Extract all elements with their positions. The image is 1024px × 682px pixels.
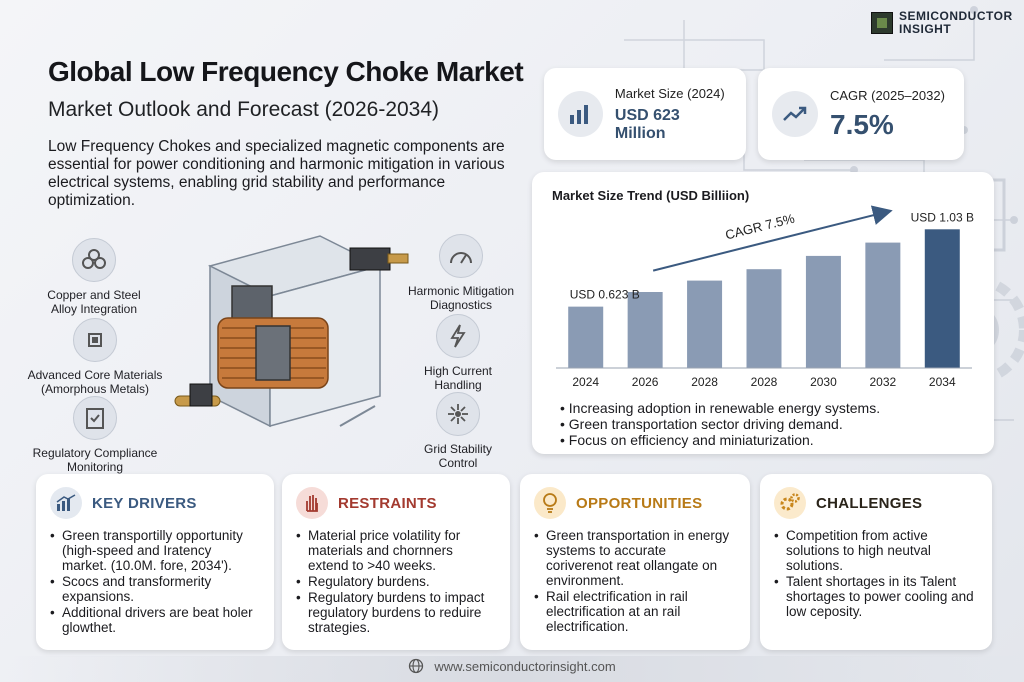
footer-url[interactable]: www.semiconductorinsight.com [434,658,616,674]
data-label-first: USD 0.623 B [570,288,640,302]
bar-chart-icon [558,91,603,137]
feature-regulatory-label: Regulatory Compliance Monitoring [32,446,158,474]
list-item: Green transportation in energy systems t… [534,528,736,588]
coil-rolls-icon [72,238,116,282]
x-tick-label: 2030 [810,375,837,389]
chart-bar [746,269,782,368]
chart-title: Market Size Trend (USD Billiion) [552,188,750,203]
market-trend-chart: 2024 2026 2028 2028 2030 2032 2034 USD 0.623 B U… [556,205,974,389]
challenges-list: Competition from active solutions to hig… [774,528,978,619]
opportunities-card: OPPORTUNITIES Green transportation in en… [520,474,750,650]
feature-core-materials: Advanced Core Materials (Amorphous Metal… [22,318,168,396]
list-item: Material price volatility for materials … [296,528,496,573]
restraints-card: RESTRAINTS Material price volatility for… [282,474,510,650]
globe-icon [409,658,424,674]
cagr-trend-arrow [652,205,893,272]
growth-chart-icon [50,487,82,519]
key-drivers-title: KEY DRIVERS [92,494,197,512]
opportunities-title: OPPORTUNITIES [576,494,703,512]
chart-bar [865,242,901,368]
clipboard-check-icon [73,396,117,440]
brand-line-1: SEMICONDUCTOR [899,9,1013,23]
page-title: Global Low Frequency Choke Market [48,56,524,87]
cagr-value: 7.5% [830,108,894,140]
choke-illustration [174,235,409,428]
chart-bar [627,292,663,368]
list-item: Regulatory burdens to impact regulatory … [296,590,496,635]
feature-harmonic-label: Harmonic Mitigation Diagnostics [407,284,515,312]
market-size-card: Market Size (2024) USD 623 Million [544,68,746,160]
market-trend-chart-card: Market Size Trend (USD Billiion) 2024 202… [532,172,994,454]
chart-bullet-item: Increasing adoption in renewable energy … [560,400,880,416]
cagr-label: CAGR (2025–2032) [830,87,945,103]
page-subtitle: Market Outlook and Forecast (2026-2034) [48,98,440,121]
chart-bullet-item: Focus on efficiency and miniaturization. [560,432,880,448]
feature-current-label: High Current Handling [423,364,493,392]
lightbulb-icon [534,487,566,519]
lightning-icon [436,314,480,358]
market-size-label: Market Size (2024) [614,85,725,101]
intro-text: Low Frequency Chokes and specialized mag… [48,138,505,209]
chart-bullet-item: Green transportation sector driving dema… [560,416,880,432]
x-tick-label: 2032 [870,375,897,389]
gauge-icon [439,234,483,278]
challenges-card: CHALLENGES Competition from active solut… [760,474,992,650]
key-drivers-card: KEY DRIVERS Green transportilly opportun… [36,474,274,650]
feature-core-label: Advanced Core Materials (Amorphous Metal… [27,368,163,396]
opportunities-list: Green transportation in energy systems t… [534,528,736,634]
chart-bar [687,280,723,368]
feature-harmonic: Harmonic Mitigation Diagnostics [396,234,526,312]
feature-regulatory: Regulatory Compliance Monitoring [22,396,168,474]
key-drivers-list: Green transportilly opportunity (high-sp… [50,528,260,635]
feature-grid-stability: Grid Stability Control [412,392,504,470]
list-item: Rail electrification in rail electrifica… [534,589,736,634]
list-item: Additional drivers are beat holer glowth… [50,605,260,635]
x-tick-label: 2028 [691,375,718,389]
list-item: Competition from active solutions to hig… [774,528,978,573]
network-icon [436,392,480,436]
brand-name: SEMICONDUCTOR INSIGHT [899,10,1013,36]
chip-icon [73,318,117,362]
restraints-list: Material price volatility for materials … [296,528,496,635]
gears-icon [774,487,806,519]
list-item: Talent shortages in its Talent shortages… [774,574,978,619]
list-item: Scocs and transformerity expansions. [50,574,260,604]
footer: www.semiconductorinsight.com [0,650,1024,682]
market-size-value: USD 623 Million [614,106,680,142]
feature-grid-label: Grid Stability Control [423,442,493,470]
challenges-title: CHALLENGES [816,494,923,512]
data-label-last: USD 1.03 B [911,210,974,224]
brand-logo-icon [871,12,893,34]
chart-bar [924,229,960,368]
stop-hand-icon [296,487,328,519]
feature-copper-label: Copper and Steel Alloy Integration [47,288,141,316]
chart-bar [568,306,604,368]
feature-high-current: High Current Handling [408,314,508,392]
chart-bar [805,255,841,368]
brand-line-2: INSIGHT [899,22,952,36]
feature-copper-steel: Copper and Steel Alloy Integration [34,238,154,316]
x-tick-label: 2026 [632,375,659,389]
x-tick-label: 2028 [751,375,778,389]
list-item: Green transportilly opportunity (high-sp… [50,528,260,573]
chart-bullet-list: Increasing adoption in renewable energy … [560,400,880,448]
x-tick-label: 2024 [572,375,599,389]
footer-band [0,656,1024,682]
x-tick-label: 2034 [929,375,956,389]
trend-up-icon [772,91,818,137]
cagr-card: CAGR (2025–2032) 7.5% [758,68,964,160]
brand-logo-group[interactable]: SEMICONDUCTOR INSIGHT [871,10,1013,36]
list-item: Regulatory burdens. [296,574,496,589]
restraints-title: RESTRAINTS [338,494,437,512]
